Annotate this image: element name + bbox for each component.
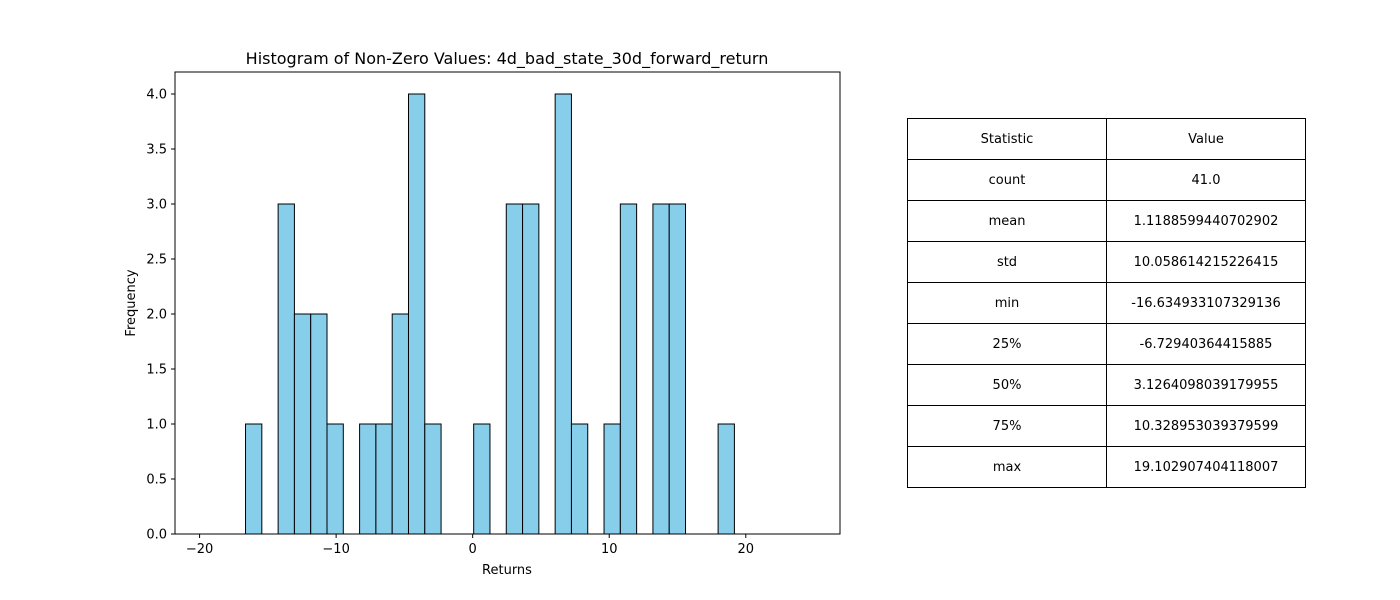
stat-value: 10.058614215226415 xyxy=(1106,241,1306,283)
stat-name: 50% xyxy=(907,364,1107,406)
stat-value: 19.102907404118007 xyxy=(1106,446,1306,488)
x-tick-label: 0 xyxy=(469,542,477,557)
table-row: std 10.058614215226415 xyxy=(907,241,1306,283)
stat-name: min xyxy=(907,282,1107,324)
histogram-bar xyxy=(717,423,735,535)
stat-value: -6.72940364415885 xyxy=(1106,323,1306,365)
stat-name: 25% xyxy=(907,323,1107,365)
y-tick-label: 4.0 xyxy=(146,88,167,103)
stat-value: -16.634933107329136 xyxy=(1106,282,1306,324)
histogram-bar xyxy=(407,93,426,535)
header-value: Value xyxy=(1106,118,1306,160)
histogram-bar xyxy=(293,313,312,535)
histogram-bar xyxy=(326,423,344,535)
histogram-bar xyxy=(391,313,409,535)
y-tick-label: 2.0 xyxy=(146,308,167,323)
y-tick-label: 1.5 xyxy=(146,363,167,378)
histogram-bar xyxy=(619,203,638,535)
y-tick-label: 2.5 xyxy=(146,253,167,268)
histogram-bar xyxy=(473,423,491,535)
y-tick-label: 3.5 xyxy=(146,143,167,158)
histogram-bar xyxy=(570,423,589,535)
table-row: min -16.634933107329136 xyxy=(907,282,1306,324)
y-tick-label: 3.0 xyxy=(146,198,167,213)
x-tick-label: 10 xyxy=(601,542,618,557)
histogram-bar xyxy=(522,203,540,535)
stat-value: 10.328953039379599 xyxy=(1106,405,1306,447)
chart-title: Histogram of Non-Zero Values: 4d_bad_sta… xyxy=(246,49,769,69)
stat-value: 41.0 xyxy=(1106,159,1306,201)
table-header-row: Statistic Value xyxy=(907,118,1306,160)
stat-name: std xyxy=(907,241,1107,283)
stat-name: count xyxy=(907,159,1107,201)
histogram-bar xyxy=(424,423,442,535)
histogram-bar xyxy=(245,423,263,535)
histogram-bar xyxy=(505,203,524,535)
x-tick-label: 20 xyxy=(738,542,755,557)
table-row: max 19.102907404118007 xyxy=(907,446,1306,488)
histogram-bar xyxy=(359,423,377,535)
stat-name: max xyxy=(907,446,1107,488)
x-tick-label: −10 xyxy=(322,542,349,557)
histogram-bar xyxy=(554,93,572,535)
histogram-bar xyxy=(652,203,670,535)
table-row: 75% 10.328953039379599 xyxy=(907,405,1306,447)
table-row: 25% -6.72940364415885 xyxy=(907,323,1306,365)
y-axis-label: Frequency xyxy=(124,269,139,336)
y-ticks: 0.0 0.5 1.0 1.5 2.0 2.5 3.0 3.5 4.0 xyxy=(146,88,175,543)
table-row: mean 1.1188599440702902 xyxy=(907,200,1306,242)
table-row: 50% 3.1264098039179955 xyxy=(907,364,1306,406)
plot-frame xyxy=(174,71,841,535)
x-ticks: −20 −10 0 10 20 xyxy=(186,534,754,557)
stat-name: 75% xyxy=(907,405,1107,447)
histogram-bar xyxy=(277,203,295,535)
x-tick-label: −20 xyxy=(186,542,213,557)
x-axis-label: Returns xyxy=(482,563,532,578)
bars-group xyxy=(245,93,735,535)
table-row: count 41.0 xyxy=(907,159,1306,201)
stat-value: 1.1188599440702902 xyxy=(1106,200,1306,242)
header-statistic: Statistic xyxy=(907,118,1107,160)
y-tick-label: 0.0 xyxy=(146,528,167,543)
y-tick-label: 0.5 xyxy=(146,473,167,488)
histogram-bar xyxy=(668,203,687,535)
y-tick-label: 1.0 xyxy=(146,418,167,433)
histogram-bar xyxy=(603,423,621,535)
histogram-bar xyxy=(375,423,393,535)
statistics-table: Statistic Value count 41.0 mean 1.11885994… xyxy=(907,118,1306,488)
stat-name: mean xyxy=(907,200,1107,242)
stat-value: 3.1264098039179955 xyxy=(1106,364,1306,406)
histogram-chart: Histogram of Non-Zero Values: 4d_bad_sta… xyxy=(124,49,841,578)
histogram-bar xyxy=(310,313,328,535)
